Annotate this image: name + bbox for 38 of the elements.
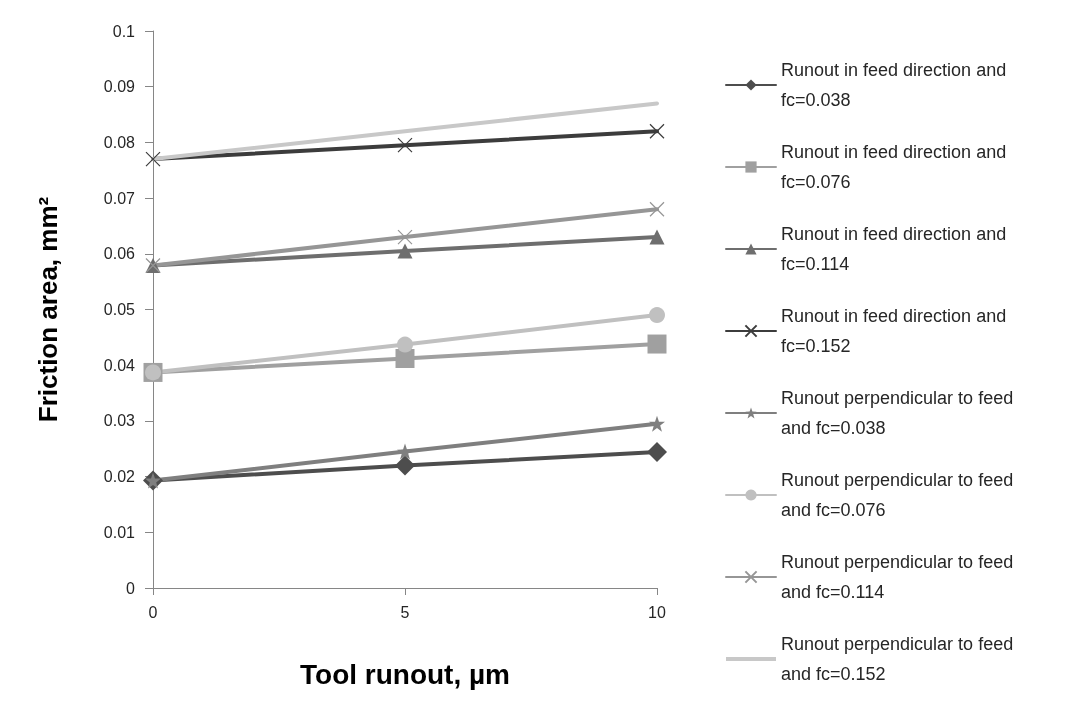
legend-label: Runout in feed direction and fc=0.038 [781,60,1012,110]
y-tick-label: 0.04 [103,356,136,374]
x-tick-label: 5 [400,603,410,621]
y-tick-label: 0.1 [112,22,136,40]
point [397,243,413,259]
y-tick-label: 0.08 [103,133,136,151]
point [649,229,665,245]
y-tick-label: 0.02 [103,468,136,486]
y-tick-label: 0.03 [103,412,136,430]
x-tick-label: 0 [148,603,158,621]
point [647,334,667,354]
point [397,336,413,353]
legend-label: Runout in feed direction and fc=0.114 [781,224,1012,274]
x-tick-label: 10 [648,603,666,621]
y-tick-label: 0.01 [103,523,136,541]
y-tick-label: 0.05 [103,301,136,318]
point [649,415,665,432]
y-axis-title: Friction area, mm² [33,196,63,423]
point [395,455,415,476]
legend-label: Runout in feed direction and fc=0.076 [781,142,1012,192]
legend-label: Runout perpendicular to feed and fc=0.038 [781,388,1019,438]
y-tick-label: 0.07 [103,189,136,207]
point [649,123,665,139]
legend-label: Runout perpendicular to feed and fc=0.076 [781,470,1019,520]
point [397,137,413,153]
point [145,151,161,167]
y-tick-label: 0.09 [103,78,136,96]
point [395,349,415,369]
legend-label: Runout in feed direction and fc=0.152 [781,306,1012,356]
point [649,201,665,217]
point [397,229,413,245]
x-axis-title: Tool runout, µm [299,658,511,690]
point [647,442,667,463]
y-tick-label: 0 [126,579,136,597]
legend-label: Runout perpendicular to feed and fc=0.114 [781,552,1019,602]
point [649,307,665,324]
legend-label: Runout perpendicular to feed and fc=0.152 [781,634,1019,684]
y-tick-label: 0.06 [103,245,136,263]
